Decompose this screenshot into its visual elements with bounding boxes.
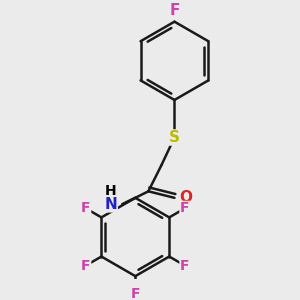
Text: S: S xyxy=(169,130,180,145)
Text: H: H xyxy=(105,184,117,198)
Text: F: F xyxy=(180,201,190,215)
Text: F: F xyxy=(81,259,91,272)
Text: F: F xyxy=(180,259,190,272)
Text: F: F xyxy=(130,287,140,300)
Text: O: O xyxy=(179,190,192,205)
Text: F: F xyxy=(81,201,91,215)
Text: F: F xyxy=(169,3,180,18)
Text: N: N xyxy=(104,197,117,212)
